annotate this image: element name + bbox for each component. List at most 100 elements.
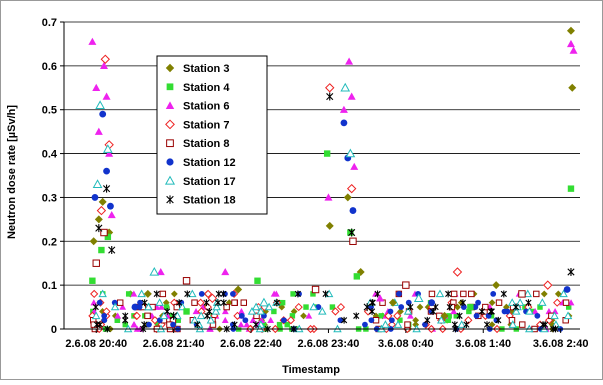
data-point <box>254 277 261 284</box>
data-point <box>137 299 143 306</box>
data-point <box>278 303 286 311</box>
data-point <box>89 277 96 284</box>
data-point <box>100 228 108 237</box>
data-point <box>130 321 138 328</box>
data-point <box>273 299 280 307</box>
data-point <box>500 290 507 298</box>
data-point <box>231 321 238 329</box>
data-point <box>353 312 360 320</box>
data-point <box>153 290 160 298</box>
data-point <box>116 299 124 306</box>
data-point <box>454 303 461 311</box>
data-point <box>95 100 105 110</box>
x-tick-label: 2.6.08 23:40 <box>298 338 360 350</box>
data-point <box>567 267 575 276</box>
data-point <box>221 267 230 276</box>
data-point <box>428 299 436 307</box>
data-point <box>363 303 371 312</box>
y-tick-label: 0.4 <box>42 149 58 161</box>
data-point <box>137 289 146 298</box>
data-point <box>437 315 446 324</box>
data-point <box>92 259 100 267</box>
data-point <box>492 281 501 290</box>
data-point <box>501 308 508 315</box>
data-point <box>196 311 206 320</box>
data-point <box>482 303 489 311</box>
data-point <box>435 289 445 298</box>
data-point <box>256 307 266 315</box>
legend-label: Station 18 <box>183 195 236 207</box>
legend-marker <box>166 158 174 166</box>
data-point <box>303 304 309 310</box>
data-point <box>349 207 357 214</box>
y-tick-label: 0.5 <box>42 105 57 117</box>
data-point <box>324 193 333 201</box>
data-point <box>92 83 101 91</box>
data-point <box>234 285 243 294</box>
data-point <box>300 312 307 320</box>
legend-label: Station 17 <box>183 176 236 188</box>
data-point <box>88 37 97 45</box>
data-point <box>412 316 420 324</box>
data-point <box>258 316 266 323</box>
data-point <box>309 302 318 311</box>
data-point <box>460 290 467 298</box>
data-point <box>422 321 428 328</box>
data-point <box>563 286 571 293</box>
data-point <box>92 303 99 311</box>
data-point <box>204 312 211 320</box>
data-point <box>243 321 251 328</box>
data-point <box>276 321 283 328</box>
data-point <box>305 312 313 319</box>
data-point <box>144 302 153 311</box>
data-point <box>450 308 458 315</box>
data-point <box>176 299 183 307</box>
data-point <box>322 290 329 298</box>
data-point <box>413 293 424 302</box>
data-point <box>249 316 257 323</box>
data-point <box>393 311 402 320</box>
legend-marker <box>166 139 174 148</box>
data-point <box>125 291 132 297</box>
data-point <box>429 308 437 315</box>
data-point <box>512 307 521 315</box>
y-tick-label: 0 <box>51 324 57 336</box>
x-tick-label: 2.6.08 22:40 <box>220 338 282 350</box>
data-point <box>507 298 517 306</box>
data-point <box>98 289 107 298</box>
data-point <box>98 197 107 206</box>
data-point <box>157 303 165 310</box>
data-point <box>122 316 129 324</box>
legend-label: Station 12 <box>183 157 236 169</box>
data-point <box>198 291 205 297</box>
data-point <box>467 303 474 311</box>
data-point <box>141 299 148 307</box>
data-point <box>553 298 562 307</box>
data-point <box>345 57 354 65</box>
data-point <box>168 313 174 319</box>
data-point <box>407 303 414 311</box>
data-point <box>93 321 100 329</box>
data-point <box>519 321 526 328</box>
data-point <box>108 246 116 255</box>
data-point <box>149 266 160 276</box>
data-point <box>567 185 575 192</box>
data-point <box>206 315 216 324</box>
data-point <box>94 215 103 224</box>
data-point <box>523 289 533 298</box>
data-point <box>223 303 230 311</box>
data-point <box>424 316 431 324</box>
data-point <box>508 320 518 328</box>
data-point <box>488 308 495 315</box>
data-point <box>529 308 536 315</box>
data-point <box>252 321 260 329</box>
data-point <box>99 110 107 118</box>
data-point <box>94 127 103 135</box>
data-point <box>450 290 458 298</box>
data-point <box>540 290 548 298</box>
y-tick-label: 0.1 <box>42 280 57 292</box>
data-point <box>102 92 111 100</box>
data-point <box>531 308 539 315</box>
x-tick-label: 3.6.08 2:40 <box>533 338 589 350</box>
data-point <box>182 277 191 285</box>
